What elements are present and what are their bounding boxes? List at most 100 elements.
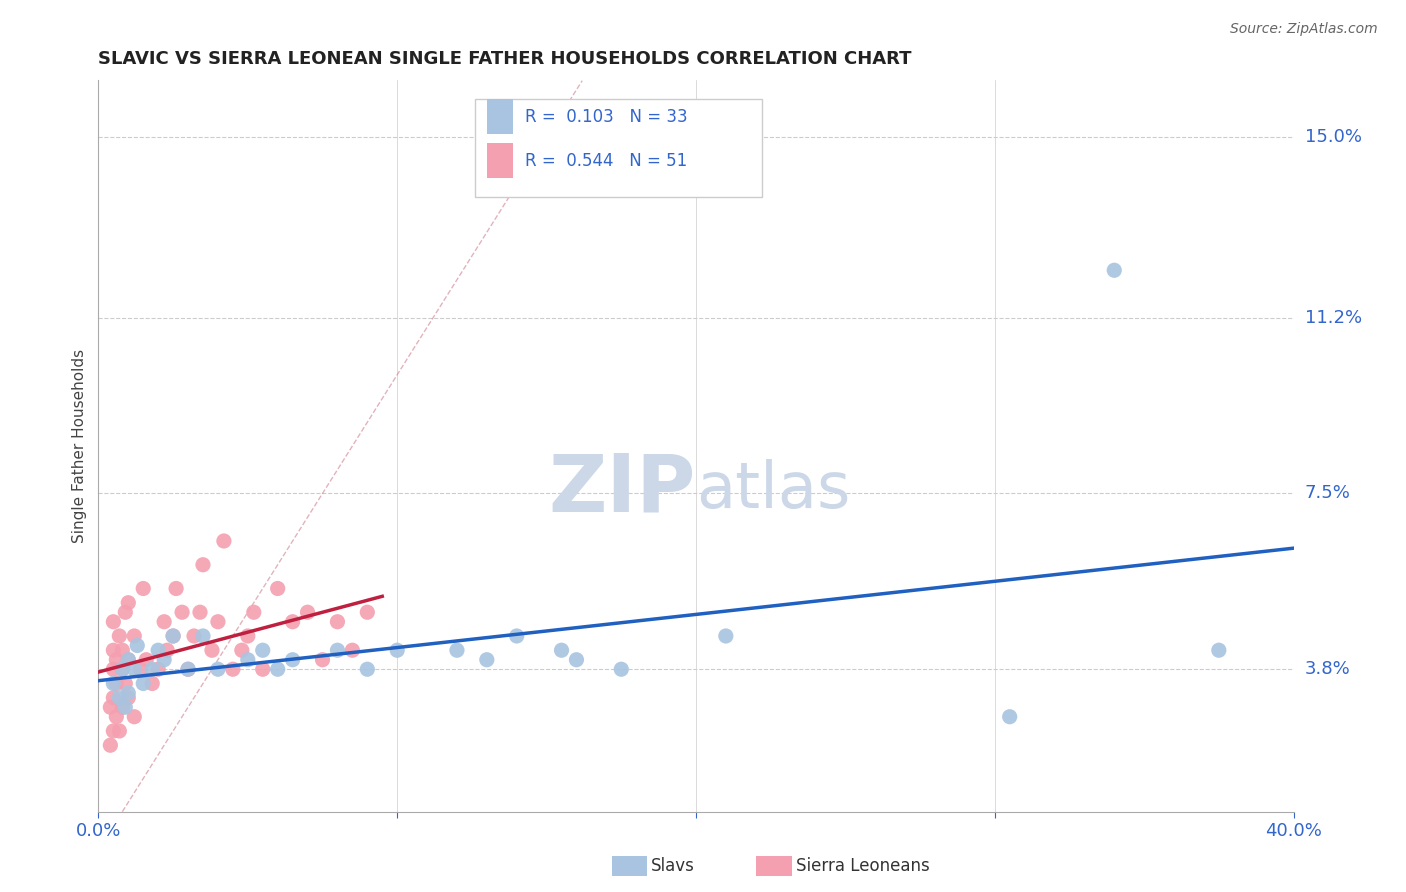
FancyBboxPatch shape	[486, 144, 513, 178]
Point	[98, 700, 122, 714]
Point	[148, 643, 170, 657]
Point	[117, 653, 139, 667]
Point	[177, 662, 200, 676]
Point	[267, 582, 290, 596]
Point	[385, 643, 409, 657]
Point	[212, 533, 235, 548]
Point	[1208, 643, 1230, 657]
FancyBboxPatch shape	[475, 99, 762, 197]
Point	[177, 662, 200, 676]
Text: R =  0.544   N = 51: R = 0.544 N = 51	[524, 152, 688, 169]
Point	[610, 662, 633, 676]
Text: Sierra Leoneans: Sierra Leoneans	[796, 857, 929, 875]
Point	[506, 629, 529, 643]
Text: 3.8%: 3.8%	[1305, 660, 1350, 678]
Point	[103, 643, 125, 657]
Point	[141, 676, 163, 690]
Point	[141, 662, 163, 676]
Point	[108, 690, 131, 705]
Point	[231, 643, 253, 657]
Point	[201, 643, 224, 657]
Point	[111, 662, 134, 676]
Point	[103, 676, 125, 690]
Point	[207, 615, 229, 629]
Point	[127, 639, 149, 653]
Point	[117, 653, 139, 667]
Point	[281, 615, 304, 629]
Point	[153, 653, 176, 667]
Point	[108, 723, 131, 738]
Text: Slavs: Slavs	[651, 857, 695, 875]
Point	[236, 629, 259, 643]
Text: atlas: atlas	[696, 458, 851, 521]
Point	[111, 643, 134, 657]
Point	[326, 643, 349, 657]
Point	[117, 690, 139, 705]
Text: R =  0.103   N = 33: R = 0.103 N = 33	[524, 108, 688, 126]
Point	[475, 653, 498, 667]
Point	[103, 723, 125, 738]
Point	[252, 662, 274, 676]
Point	[156, 643, 179, 657]
Point	[311, 653, 333, 667]
Point	[342, 643, 364, 657]
Point	[326, 615, 349, 629]
Point	[111, 662, 134, 676]
Point	[114, 700, 136, 714]
Point	[132, 676, 155, 690]
Point	[117, 596, 139, 610]
Point	[446, 643, 468, 657]
Text: SLAVIC VS SIERRA LEONEAN SINGLE FATHER HOUSEHOLDS CORRELATION CHART: SLAVIC VS SIERRA LEONEAN SINGLE FATHER H…	[98, 50, 912, 68]
Point	[243, 605, 266, 619]
Point	[162, 629, 184, 643]
Point	[565, 653, 588, 667]
Text: 15.0%: 15.0%	[1305, 128, 1361, 146]
Point	[183, 629, 205, 643]
Point	[103, 662, 125, 676]
Point	[165, 582, 187, 596]
Point	[114, 605, 136, 619]
FancyBboxPatch shape	[486, 99, 513, 135]
Point	[297, 605, 319, 619]
Point	[105, 676, 128, 690]
Point	[714, 629, 737, 643]
Point	[153, 615, 176, 629]
Point	[1104, 263, 1126, 277]
Point	[132, 582, 155, 596]
Point	[148, 662, 170, 676]
Point	[222, 662, 245, 676]
Point	[114, 676, 136, 690]
Point	[124, 629, 146, 643]
Point	[207, 662, 229, 676]
Point	[356, 662, 378, 676]
Point	[356, 605, 378, 619]
Text: Source: ZipAtlas.com: Source: ZipAtlas.com	[1230, 22, 1378, 37]
Text: ZIP: ZIP	[548, 450, 696, 529]
Point	[117, 686, 139, 700]
Y-axis label: Single Father Households: Single Father Households	[72, 349, 87, 543]
Point	[105, 710, 128, 724]
Text: 11.2%: 11.2%	[1305, 309, 1362, 326]
Point	[172, 605, 194, 619]
Point	[103, 690, 125, 705]
Point	[267, 662, 290, 676]
Point	[998, 710, 1021, 724]
Point	[550, 643, 572, 657]
Text: 7.5%: 7.5%	[1305, 484, 1351, 502]
Point	[252, 643, 274, 657]
Point	[103, 615, 125, 629]
Point	[188, 605, 211, 619]
Point	[98, 738, 122, 752]
Point	[191, 558, 214, 572]
Point	[162, 629, 184, 643]
Point	[111, 700, 134, 714]
Point	[129, 662, 152, 676]
Point	[105, 653, 128, 667]
Point	[191, 629, 214, 643]
Point	[124, 662, 146, 676]
Point	[124, 710, 146, 724]
Point	[108, 629, 131, 643]
Point	[236, 653, 259, 667]
Point	[135, 653, 157, 667]
Point	[281, 653, 304, 667]
